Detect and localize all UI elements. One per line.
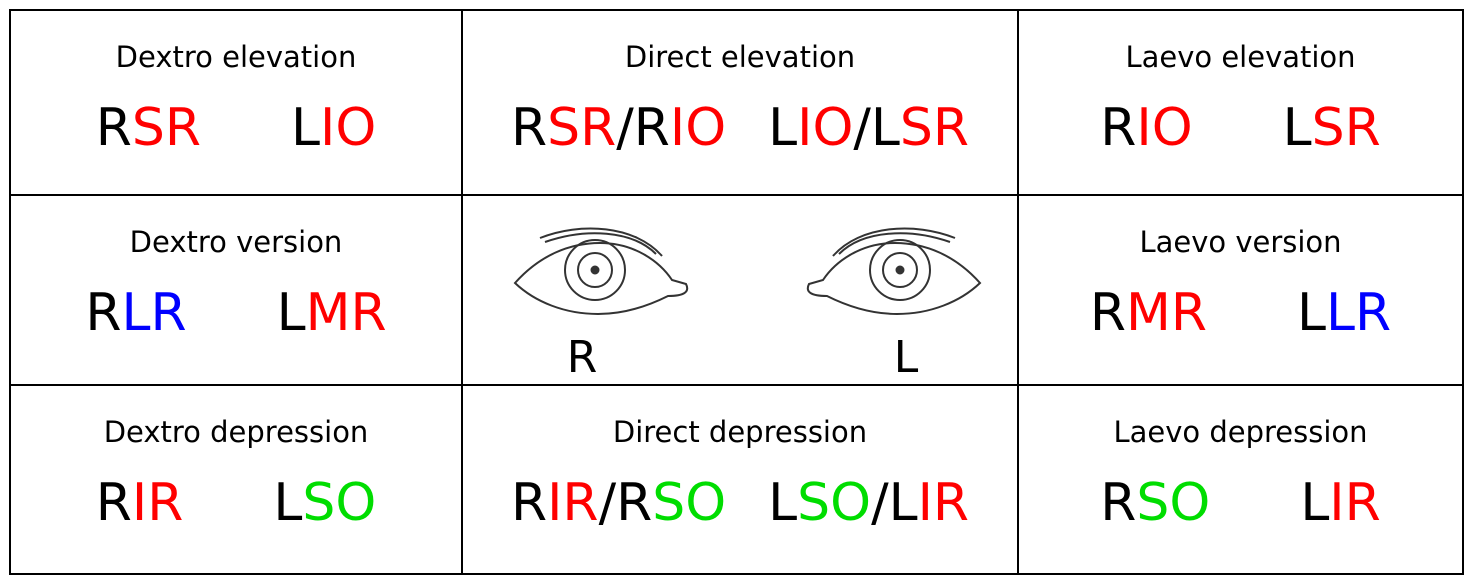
muscle-label: LMR [277, 278, 387, 348]
label-segment: SR [547, 98, 617, 158]
label-segment: SR [1311, 98, 1381, 158]
cell: Dextro depression RIR LSO [11, 386, 461, 573]
label-segment: IR [547, 473, 599, 533]
muscle-label: RIO [1100, 93, 1192, 163]
label-segment: R [1089, 283, 1127, 343]
muscle-labels: RSO LIR [1100, 468, 1381, 538]
muscle-label: LSR [1283, 93, 1381, 163]
label-segment: IO [320, 98, 377, 158]
label-segment: IR [917, 473, 970, 533]
label-segment: SR [131, 98, 202, 158]
muscle-labels: RIR/RSO LSO/LIR [511, 468, 969, 538]
label-segment: R [95, 98, 132, 158]
label-segment: L [1297, 283, 1326, 343]
label-segment: SO [652, 473, 727, 533]
label-segment: IR [1329, 473, 1381, 533]
muscle-labels: RLR LMR [85, 278, 386, 348]
label-segment: L [291, 98, 320, 158]
label-segment: /R [598, 473, 653, 533]
label-segment: /L [853, 98, 900, 158]
muscle-label: RSR [96, 93, 201, 163]
label-segment: IO [797, 98, 854, 158]
cell: Direct elevation RSR/RIO LIO/LSR [463, 11, 1017, 194]
label-segment: /R [616, 98, 670, 158]
muscle-labels: RIR LSO [96, 468, 377, 538]
cell-title: Direct elevation [624, 40, 856, 74]
label-segment: L [273, 473, 303, 533]
label-segment: R [510, 473, 548, 533]
label-segment: R [95, 473, 132, 533]
muscle-label: LIR [1300, 468, 1380, 538]
label-segment: SO [302, 473, 377, 533]
cell-title: Laevo depression [1113, 415, 1368, 449]
label-segment: L [768, 473, 798, 533]
muscle-label: LLR [1297, 278, 1391, 348]
muscle-label: LSO/LIR [768, 468, 969, 538]
cell: Laevo version RMR LLR [1019, 196, 1462, 384]
muscle-label: RSO [1100, 468, 1210, 538]
label-segment: L [768, 98, 798, 158]
muscle-labels: RMR LLR [1090, 278, 1391, 348]
muscle-label: RIR [96, 468, 184, 538]
muscle-label: RIR/RSO [511, 468, 726, 538]
muscle-label: LIO [291, 93, 376, 163]
cell-title: Dextro version [129, 225, 343, 259]
cell: Laevo depression RSO LIR [1019, 386, 1462, 573]
label-segment: /L [871, 473, 918, 533]
label-segment: R [85, 283, 122, 343]
label-segment: SR [899, 98, 970, 158]
label-segment: IO [1136, 98, 1193, 158]
cell-title: Laevo version [1139, 225, 1342, 259]
label-segment: IO [669, 98, 727, 158]
label-segment: R [510, 98, 548, 158]
muscle-labels: RIO LSR [1100, 93, 1381, 163]
cell: Direct depression RIR/RSO LSO/LIR [463, 386, 1017, 573]
cell-title: Laevo elevation [1125, 40, 1356, 74]
cell-title: Dextro elevation [115, 40, 357, 74]
cell: Laevo elevation RIO LSR [1019, 11, 1462, 194]
label-segment: R [1100, 473, 1137, 533]
muscle-labels: RSR LIO [96, 93, 377, 163]
cell: Dextro elevation RSR LIO [11, 11, 461, 194]
label-segment: L [276, 283, 306, 343]
muscle-label: RLR [85, 278, 186, 348]
label-segment: SO [1136, 473, 1211, 533]
label-segment: LR [121, 283, 187, 343]
label-segment: MR [305, 283, 387, 343]
label-segment: IR [131, 473, 184, 533]
label-segment: R [1100, 98, 1137, 158]
label-segment: L [1282, 98, 1312, 158]
muscle-label: LSO [273, 468, 376, 538]
cell [463, 196, 1017, 384]
muscle-label: RSR/RIO [511, 93, 726, 163]
muscle-label: LIO/LSR [768, 93, 969, 163]
label-segment: MR [1126, 283, 1208, 343]
label-segment: LR [1326, 283, 1392, 343]
cell-title: Direct depression [612, 415, 868, 449]
cell-title: Dextro depression [103, 415, 369, 449]
muscle-label: RMR [1090, 278, 1207, 348]
eye-movement-table: Dextro elevation RSR LIO Direct elevation RS… [9, 9, 1464, 575]
label-segment: SO [797, 473, 872, 533]
label-segment: L [1300, 473, 1330, 533]
cell: Dextro version RLR LMR [11, 196, 461, 384]
muscle-labels: RSR/RIO LIO/LSR [511, 93, 969, 163]
